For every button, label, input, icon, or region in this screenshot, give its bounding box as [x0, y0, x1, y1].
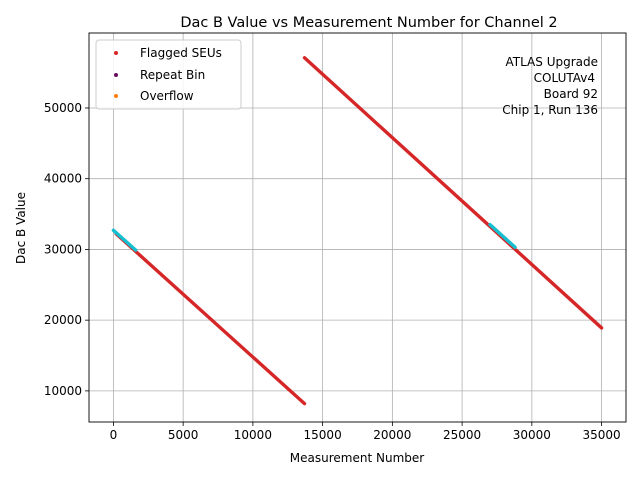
legend: Flagged SEUs Repeat Bin Overflow — [95, 39, 242, 110]
x-tick-label: 10000 — [234, 428, 272, 442]
legend-box — [95, 39, 242, 110]
y-tick-label: 40000 — [44, 172, 82, 186]
annotation-line-2: COLUTAv4 — [534, 71, 595, 85]
x-tick-label: 30000 — [513, 428, 551, 442]
data-band-measurements — [111, 228, 138, 252]
legend-marker-overflow — [114, 94, 118, 98]
y-tick-label: 10000 — [44, 384, 82, 398]
annotation-line-1: ATLAS Upgrade — [505, 55, 598, 69]
legend-marker-flagged-seus — [114, 51, 118, 55]
x-tick-label: 25000 — [443, 428, 481, 442]
x-tick-label: 5000 — [168, 428, 199, 442]
data-band-flagged-seus — [302, 56, 604, 330]
legend-label-repeat-bin: Repeat Bin — [140, 68, 205, 82]
legend-marker-repeat-bin — [114, 73, 118, 77]
data-series — [111, 56, 604, 406]
x-tick-label: 15000 — [304, 428, 342, 442]
data-band-flagged-seus — [114, 232, 307, 406]
data-band-measurements — [488, 222, 517, 250]
chart-title: Dac B Value vs Measurement Number for Ch… — [180, 15, 557, 31]
annotation-line-3: Board 92 — [544, 87, 598, 101]
legend-label-flagged-seus: Flagged SEUs — [140, 46, 222, 60]
y-tick-label: 20000 — [44, 313, 82, 327]
x-tick-label: 35000 — [582, 428, 620, 442]
x-tick-label: 0 — [110, 428, 118, 442]
annotation-line-4: Chip 1, Run 136 — [502, 103, 598, 117]
axis-ticks: 0 5000 10000 15000 20000 25000 30000 35000 10000… — [44, 101, 621, 442]
x-axis-label: Measurement Number — [290, 451, 424, 465]
y-tick-label: 50000 — [44, 101, 82, 115]
legend-label-overflow: Overflow — [140, 89, 194, 103]
plot-frame — [88, 32, 627, 423]
y-tick-label: 30000 — [44, 242, 82, 256]
annotation: ATLAS Upgrade COLUTAv4 Board 92 Chip 1, … — [502, 55, 598, 117]
x-tick-label: 20000 — [373, 428, 411, 442]
y-axis-label: Dac B Value — [14, 192, 28, 264]
